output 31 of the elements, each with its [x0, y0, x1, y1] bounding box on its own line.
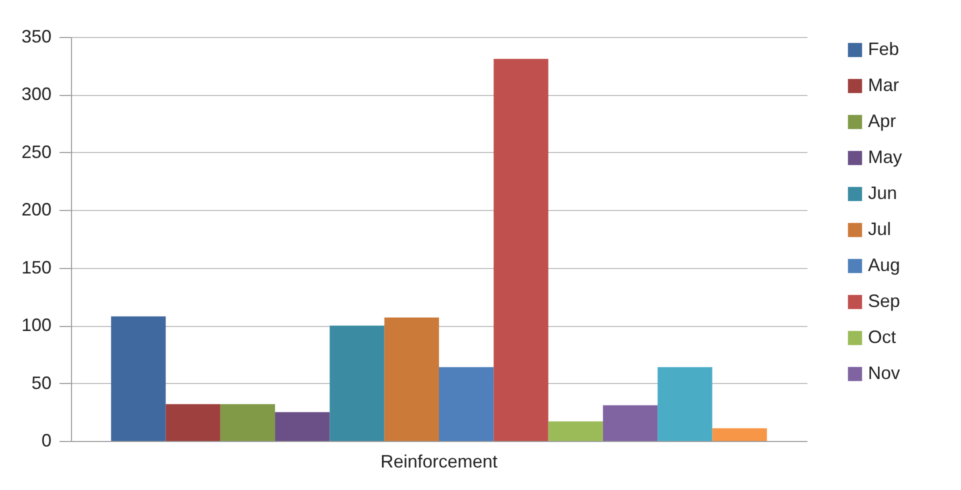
bar [548, 421, 603, 441]
legend-label: Nov [868, 363, 900, 383]
bar [220, 404, 276, 441]
y-tick-label: 150 [21, 257, 52, 278]
bar [712, 428, 767, 441]
legend-label: May [868, 147, 902, 167]
y-tick-label: 0 [41, 430, 52, 450]
legend-label: Apr [868, 111, 896, 131]
y-tick-label: 350 [21, 26, 52, 46]
y-tick-label: 100 [21, 315, 52, 336]
bar [275, 412, 330, 441]
bar [439, 367, 494, 441]
bar [166, 404, 220, 441]
bar [330, 326, 384, 441]
legend-label: Jun [868, 183, 898, 203]
y-tick-label: 300 [21, 84, 52, 104]
bar [111, 316, 166, 441]
legend-label: Oct [868, 327, 896, 347]
legend-label: Mar [868, 75, 900, 95]
bar [602, 405, 658, 441]
bar [494, 58, 548, 441]
y-tick-label: 200 [21, 200, 52, 220]
y-tick-label: 250 [21, 142, 52, 162]
legend-label: Sep [868, 291, 900, 311]
bar [658, 367, 712, 441]
legend-label: Aug [868, 255, 900, 275]
legend-label: Jul [868, 219, 892, 239]
legend-label: Feb [868, 39, 900, 59]
y-tick-label: 50 [31, 372, 52, 393]
bar [384, 317, 439, 441]
x-tick-label: Reinforcement [380, 452, 498, 472]
